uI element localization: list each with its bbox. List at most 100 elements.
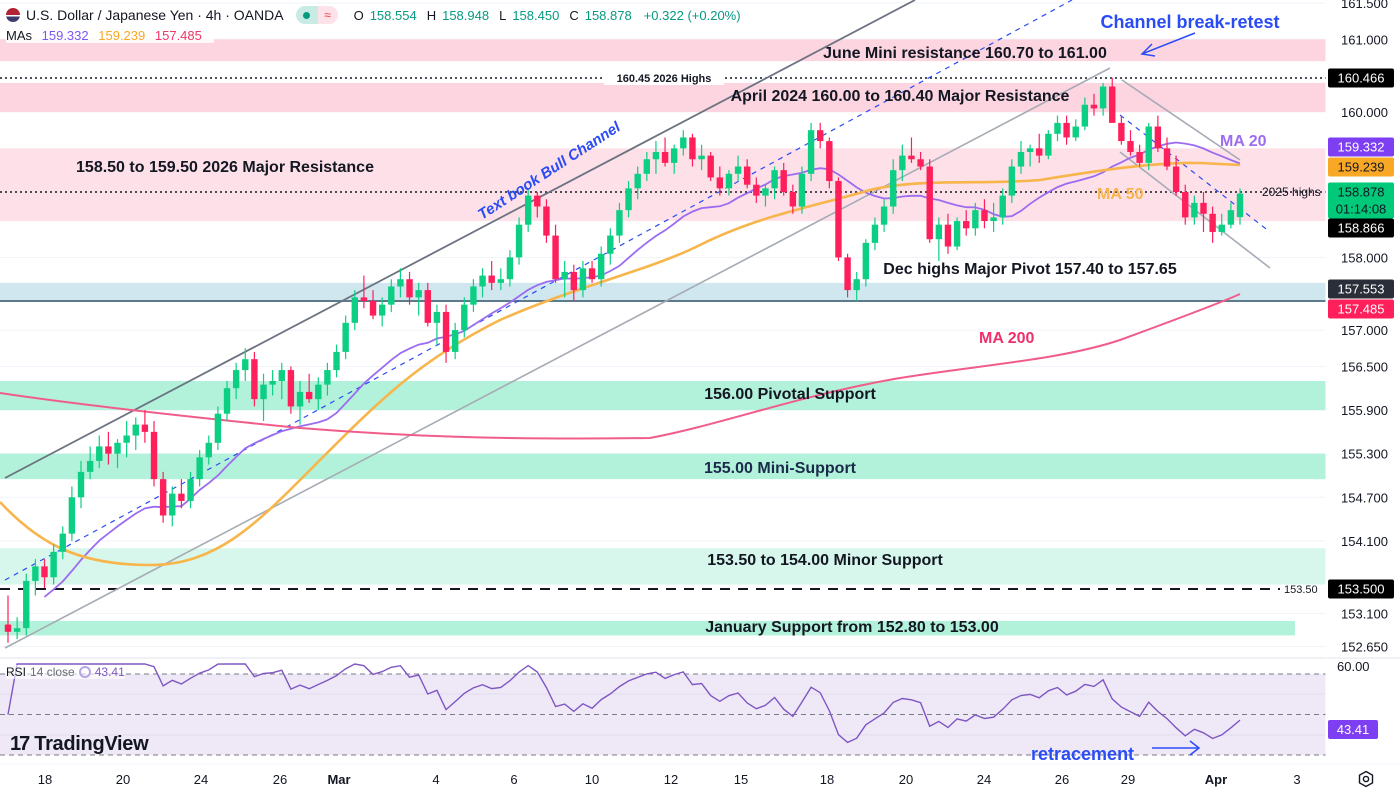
candle-body xyxy=(1026,148,1034,152)
badge-bg xyxy=(1328,299,1394,319)
candle-body xyxy=(369,301,377,316)
candle-body xyxy=(132,424,139,436)
candle-body xyxy=(1045,133,1052,156)
candle-body xyxy=(1172,166,1180,192)
price-badge: 160.466 xyxy=(1328,68,1394,88)
candle-body xyxy=(123,435,130,443)
price-tick: 161.500 xyxy=(1341,0,1388,11)
open-label: O xyxy=(353,7,364,23)
candle-body xyxy=(972,210,979,229)
candle-body xyxy=(890,170,897,207)
zone-label: June Mini resistance 160.70 to 161.00 xyxy=(823,45,1107,62)
break-retest-label: Channel break-retest xyxy=(1100,12,1279,32)
candle-body xyxy=(899,155,906,171)
candle-body xyxy=(607,235,614,254)
candle-body xyxy=(862,242,870,280)
candle-body xyxy=(1227,210,1235,225)
candle-body xyxy=(616,210,623,236)
candle-body xyxy=(342,322,349,352)
candle-body xyxy=(150,431,158,480)
candle-body xyxy=(141,424,149,432)
time-tick: 20 xyxy=(116,772,130,787)
candle-body xyxy=(1072,126,1079,138)
badge-bg xyxy=(1328,68,1394,88)
candle-body xyxy=(698,155,705,160)
zone-support xyxy=(0,548,1326,585)
zone-support xyxy=(0,453,1326,480)
high-label: H xyxy=(426,7,437,23)
symbol-legend: U.S. Dollar / Japanese Yen · 4h · OANDA … xyxy=(6,5,745,25)
channel-mid-line xyxy=(4,0,1073,581)
ma200-line xyxy=(0,293,1241,440)
candle-body xyxy=(1008,166,1016,196)
price-tick: 157.000 xyxy=(1341,323,1388,338)
price-axis[interactable]: 161.500 161.000 160.000 158.000 157.000 156.5… xyxy=(1325,0,1394,793)
candle-body xyxy=(853,279,860,291)
ma-legend[interactable]: MAs 159.332 159.239 157.485 xyxy=(6,28,214,43)
delayed-data-icon: ≈ xyxy=(317,6,338,24)
candle-body xyxy=(1154,126,1162,149)
zone-support xyxy=(0,380,1326,411)
candle-body xyxy=(461,304,468,331)
ma20-value: 159.332 xyxy=(41,28,89,43)
candle-body xyxy=(296,391,304,407)
change-value: +0.322 (+0.20%) xyxy=(643,7,741,23)
price-tick: 158.000 xyxy=(1341,250,1388,265)
rsi-line xyxy=(7,663,1241,744)
candle-body xyxy=(1118,122,1125,142)
ma50-value: 159.239 xyxy=(98,28,146,43)
time-axis[interactable]: 18 20 24 26 Mar 4 6 10 12 15 18 20 24 26 29 Apr 3 xyxy=(0,763,1400,787)
candle-body xyxy=(963,221,970,229)
candle-body xyxy=(232,370,240,389)
open-value: 158.554 xyxy=(369,7,417,23)
candle-body xyxy=(397,279,404,287)
rsi-legend[interactable]: RSI 14 close 43.41 xyxy=(6,665,125,679)
candle-body xyxy=(479,275,486,287)
ma20-line xyxy=(43,141,1241,598)
tradingview-logo[interactable]: 17 TradingView xyxy=(10,733,149,756)
candle-body xyxy=(214,413,222,443)
rsi-pane[interactable]: retracement xyxy=(0,657,1400,764)
candle-body xyxy=(1209,213,1216,232)
zone-resistance xyxy=(0,82,1326,112)
ma50-label: MA 50 xyxy=(1097,186,1144,203)
ma20-label: MA 20 xyxy=(1220,133,1267,150)
candle-body xyxy=(588,268,596,280)
candle-body xyxy=(1090,104,1098,109)
candle-body xyxy=(798,173,806,207)
candle-body xyxy=(734,166,742,174)
close-value: 158.878 xyxy=(584,7,632,23)
candle-body xyxy=(114,442,121,454)
candle-body xyxy=(1054,122,1061,134)
candle-body xyxy=(351,297,358,323)
candle-body xyxy=(908,155,915,160)
candle-body xyxy=(944,224,952,247)
badge-bg xyxy=(1328,218,1394,238)
market-status-pill[interactable]: ≈ xyxy=(295,6,338,24)
price-tick: 155.300 xyxy=(1341,447,1388,462)
candle-body xyxy=(424,290,431,323)
badge-bg xyxy=(1328,137,1394,157)
candle-body xyxy=(789,191,797,207)
badge-label: 158.878 xyxy=(1338,185,1385,200)
candle-body xyxy=(844,257,851,291)
candle-body xyxy=(278,370,285,381)
candle-body xyxy=(1099,86,1107,109)
symbol-title[interactable]: U.S. Dollar / Japanese Yen · 4h · OANDA xyxy=(26,7,284,23)
price-tick: 152.650 xyxy=(1341,639,1388,654)
candle-body xyxy=(880,206,888,225)
candle-body xyxy=(223,388,231,414)
candle-body xyxy=(680,137,687,149)
arrow-head-icon xyxy=(1140,43,1156,57)
badge-label: 160.466 xyxy=(1338,71,1385,86)
down-channel-upper xyxy=(1121,79,1241,161)
candle-body xyxy=(597,253,605,280)
tradingview-logo-icon: 17 xyxy=(10,733,30,755)
settings-gear-icon[interactable] xyxy=(1357,770,1375,788)
candle-body xyxy=(442,311,450,352)
candle-body xyxy=(917,159,924,167)
candle-body xyxy=(251,359,258,400)
retracement-label: retracement xyxy=(1031,744,1134,764)
